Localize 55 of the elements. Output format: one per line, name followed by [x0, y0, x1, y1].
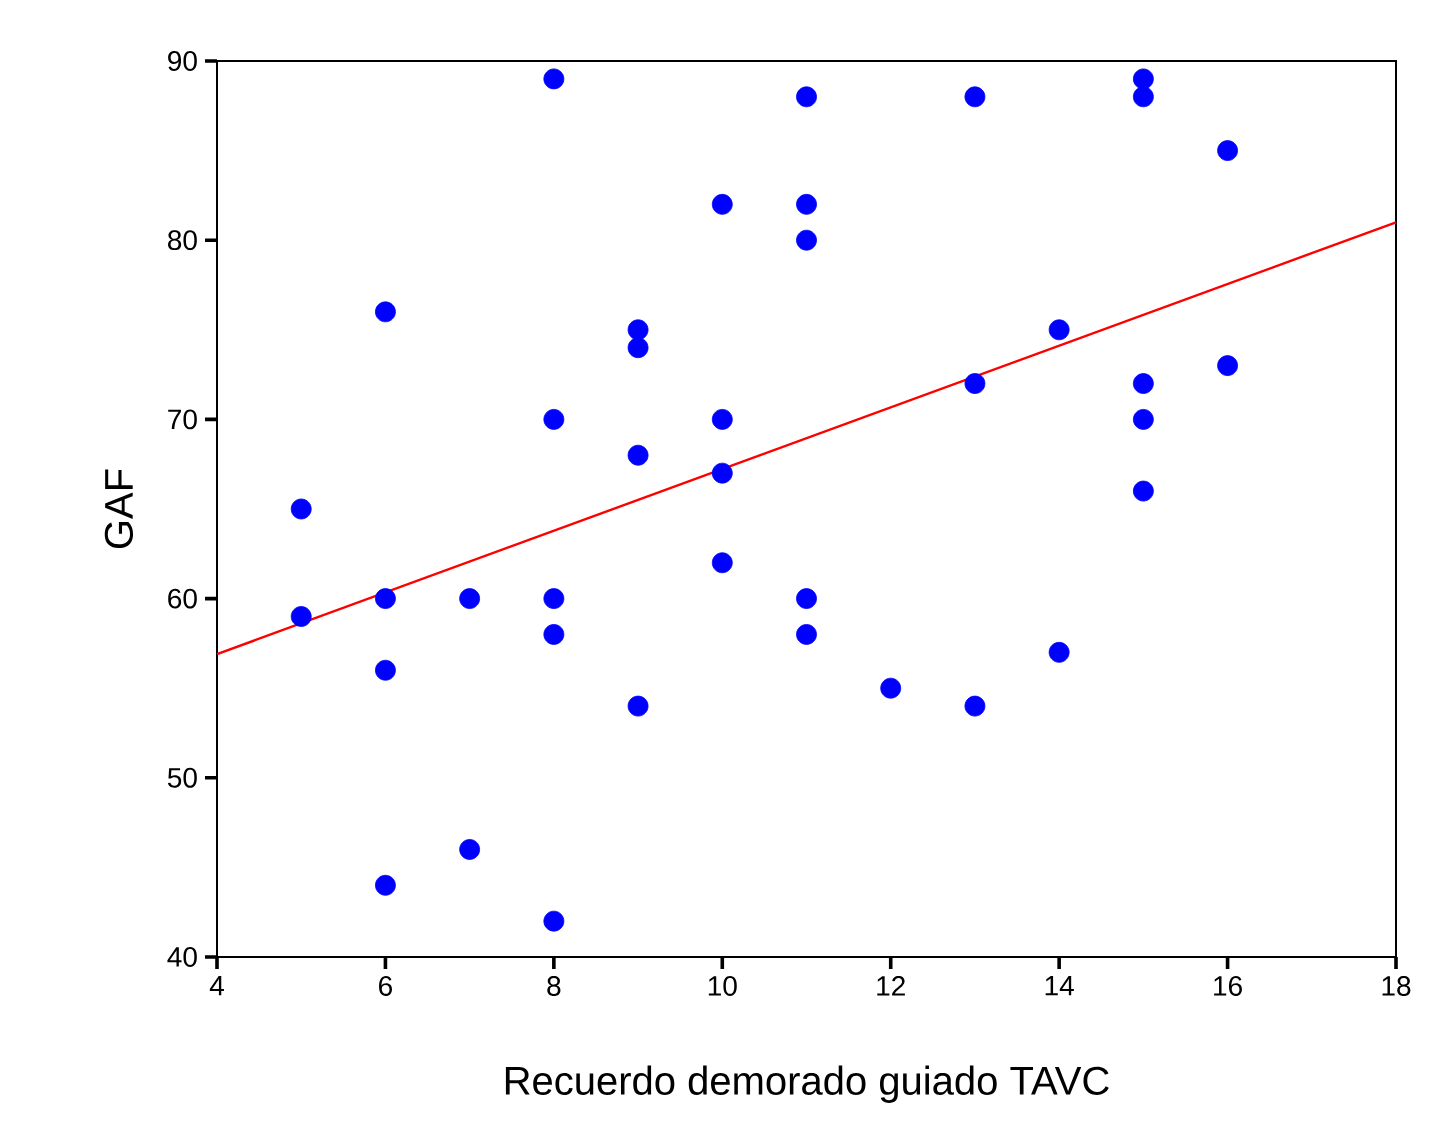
point	[711, 408, 733, 430]
x-tick-label: 6	[379, 976, 392, 996]
point	[711, 193, 733, 215]
point	[459, 588, 481, 609]
point	[1132, 373, 1154, 394]
point	[1132, 86, 1154, 108]
point	[375, 659, 396, 681]
point	[796, 624, 817, 645]
point	[543, 588, 565, 609]
point	[1132, 480, 1154, 502]
point	[1048, 641, 1070, 663]
point	[880, 677, 902, 699]
point	[627, 337, 649, 359]
point	[627, 319, 649, 341]
point	[543, 624, 565, 645]
point	[964, 86, 986, 108]
point	[711, 552, 733, 574]
point	[543, 408, 565, 430]
x-tick-label: 14	[1045, 976, 1074, 996]
y-tick-label: 60	[168, 588, 197, 609]
point	[1132, 408, 1154, 430]
point	[375, 874, 396, 896]
point	[796, 193, 817, 215]
point	[290, 498, 312, 520]
point	[375, 301, 396, 323]
point	[375, 588, 396, 609]
x-tick-label: 16	[1214, 976, 1242, 996]
x-tick-label: 8	[547, 976, 561, 996]
point	[1132, 68, 1154, 90]
y-tick-label: 70	[168, 409, 197, 430]
y-tick-label: 80	[168, 230, 197, 251]
y-tick-label: 40	[167, 947, 197, 967]
y-axis-title: GAF	[104, 469, 134, 549]
point	[290, 606, 312, 627]
point	[1217, 140, 1238, 161]
point	[1048, 319, 1070, 341]
point	[1217, 355, 1238, 377]
point	[627, 695, 649, 717]
x-tick-label: 4	[209, 976, 224, 996]
y-tick-label: 90	[168, 51, 197, 71]
point	[964, 373, 986, 394]
x-tick-label: 10	[708, 976, 737, 996]
point	[796, 86, 817, 108]
point	[459, 839, 481, 860]
point	[796, 588, 817, 609]
point	[711, 462, 733, 484]
y-tick-label: 50	[167, 767, 197, 788]
x-tick-label: 18	[1382, 976, 1411, 996]
point	[627, 444, 649, 466]
x-axis-title: Recuerdo demorado guiado TAVC	[505, 1065, 1109, 1103]
point	[543, 68, 565, 90]
x-tick-label: 12	[877, 976, 905, 996]
point	[543, 910, 565, 932]
point	[796, 229, 817, 251]
point	[964, 695, 986, 717]
